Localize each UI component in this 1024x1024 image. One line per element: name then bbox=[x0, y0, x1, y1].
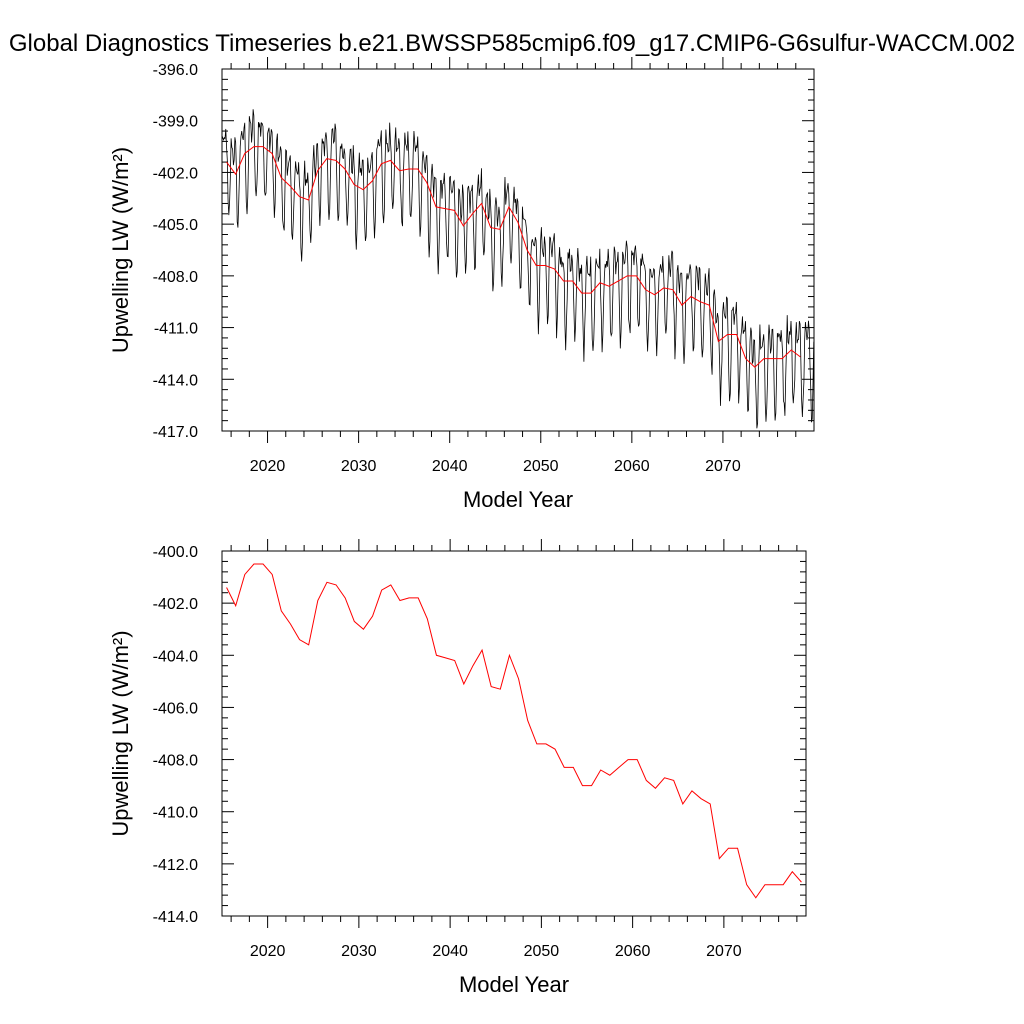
x-tick-label: 2040 bbox=[432, 943, 468, 960]
y-tick-label: -410.0 bbox=[153, 805, 198, 822]
x-tick-label: 2020 bbox=[250, 943, 286, 960]
x-axis-title: Model Year bbox=[459, 972, 569, 997]
x-tick-label: 2060 bbox=[615, 943, 651, 960]
y-tick-label: -404.0 bbox=[153, 648, 198, 665]
y-tick-label: -417.0 bbox=[153, 424, 198, 441]
x-tick-label: 2030 bbox=[341, 943, 377, 960]
plot-frame bbox=[221, 68, 815, 432]
y-tick-label: -396.0 bbox=[153, 62, 198, 79]
y-axis-title: Upwelling LW (W/m²) bbox=[108, 630, 133, 836]
plot-frame bbox=[221, 550, 807, 917]
y-tick-label: -399.0 bbox=[153, 114, 198, 131]
x-tick-label: 2020 bbox=[250, 458, 286, 475]
y-tick-label: -402.0 bbox=[153, 596, 198, 613]
x-tick-label: 2070 bbox=[705, 458, 741, 475]
x-tick-label: 2060 bbox=[614, 458, 650, 475]
y-tick-label: -402.0 bbox=[153, 165, 198, 182]
bottom-panel: -414.0 -412.0 -410.0 -408.0 -406.0 -404.0 -402… bbox=[108, 539, 807, 997]
x-tick-label: 2040 bbox=[432, 458, 468, 475]
x-tick-label: 2050 bbox=[523, 458, 559, 475]
y-tick-label: -400.0 bbox=[153, 544, 198, 561]
x-tick-label: 2050 bbox=[524, 943, 560, 960]
y-tick-label: -414.0 bbox=[153, 372, 198, 389]
x-tick-label: 2030 bbox=[341, 458, 377, 475]
annual-mean-line bbox=[226, 563, 802, 899]
x-tick-label: 2070 bbox=[706, 943, 742, 960]
y-axis-title: Upwelling LW (W/m²) bbox=[108, 147, 133, 353]
annual-mean-line bbox=[226, 146, 801, 368]
y-tick-label: -405.0 bbox=[153, 217, 198, 234]
chart-title: Global Diagnostics Timeseries b.e21.BWSS… bbox=[8, 30, 1016, 57]
y-tick-label: -408.0 bbox=[153, 753, 198, 770]
y-tick-label: -411.0 bbox=[154, 321, 198, 338]
y-tick-label: -406.0 bbox=[153, 700, 198, 717]
y-tick-label: -408.0 bbox=[153, 269, 198, 286]
y-tick-label: -412.0 bbox=[153, 857, 198, 874]
x-axis-title: Model Year bbox=[463, 487, 573, 512]
plot-area bbox=[226, 563, 802, 899]
monthly-series-line bbox=[222, 109, 814, 429]
top-panel: -417.0 -414.0 -411.0 -408.0 -405.0 -402.0 -399… bbox=[108, 57, 815, 512]
y-tick-label: -414.0 bbox=[153, 909, 198, 926]
plot-area bbox=[222, 109, 814, 429]
